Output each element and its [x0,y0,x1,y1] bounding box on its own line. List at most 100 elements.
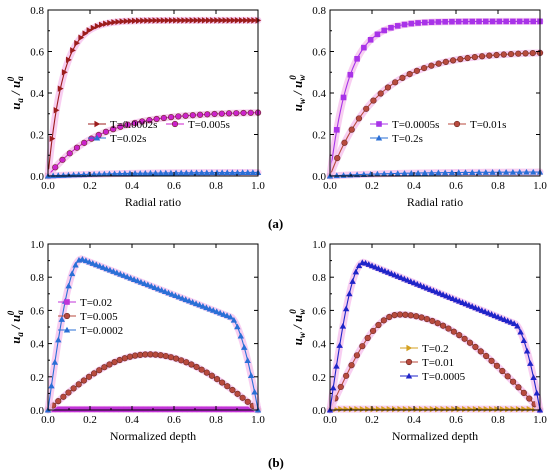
data-point [435,19,442,25]
data-point [526,395,533,402]
data-point [131,17,138,25]
data-point [469,169,476,175]
y-tick-label: 0.8 [312,272,326,284]
data-point [142,406,149,413]
data-point [483,352,490,360]
data-point [445,325,452,332]
data-point [462,169,469,176]
data-point [103,265,110,272]
data-point [355,262,363,269]
legend-item: T=0.02 [58,297,112,309]
data-point [377,90,384,97]
data-point [441,169,449,176]
x-axis-label: Normalized depth [392,429,478,443]
data-point [126,353,134,360]
data-point [241,344,248,350]
chart-b-left: 0.0 0.2 0.4 0.6 0.8 1.0 0.0 0.2 0.4 0.6 0.8 1.0 Norm… [6,239,265,443]
data-point [240,109,247,117]
data-point [407,312,414,319]
data-point [152,17,159,24]
legend-marker [64,299,70,305]
data-point [352,268,360,275]
data-point [193,363,200,371]
data-point [147,169,154,176]
data-point [509,168,517,175]
x-tick-label: 0.2 [365,414,379,426]
data-point [234,323,241,330]
data-point [78,34,85,41]
data-point [218,169,226,176]
data-point [380,317,387,324]
data-point [237,332,244,339]
data-point [520,389,527,396]
series-halo [44,16,262,180]
data-point [225,406,232,413]
data-point [521,405,528,413]
data-point [54,406,61,413]
data-point [119,18,126,25]
data-point [136,170,144,176]
data-point [239,169,246,176]
data-point [79,256,86,262]
data-point [199,303,207,309]
data-point [462,405,468,413]
legend-item: T=0.0005 [400,371,466,383]
data-point [515,384,522,391]
data-point [337,383,344,391]
data-point [523,18,530,25]
legend-item: T=0.2 [400,343,449,355]
data-point [499,367,506,375]
data-point [168,17,175,24]
data-point [213,375,221,383]
data-point [424,405,431,413]
data-point [249,169,257,176]
data-point [137,406,144,413]
data-point [394,170,401,176]
data-point [353,352,361,359]
data-point [435,405,441,413]
data-point [234,390,241,397]
data-point [94,22,101,30]
data-point [365,405,371,413]
data-point [367,37,374,43]
data-point [247,372,255,378]
data-point [418,314,425,321]
data-point [464,54,471,62]
data-point [471,53,478,61]
x-tick-label: 0.2 [83,414,97,426]
data-point [137,278,145,285]
series-halo [326,258,544,414]
data-point [397,405,404,413]
data-point [457,56,464,63]
data-point [333,172,340,179]
data-point [121,170,129,177]
data-point [90,24,97,32]
data-point [509,378,517,385]
data-point [201,17,208,24]
data-point [392,79,399,86]
data-point [157,169,164,176]
data-point [85,373,93,380]
data-point [106,361,113,368]
x-axis-label: Radial ratio [125,195,181,209]
data-point [496,18,503,25]
y-tick-label: 0.4 [30,88,44,100]
data-point [244,357,251,364]
data-point [127,17,134,25]
legend-marker [171,120,179,128]
series-3 [326,258,544,414]
data-point [72,261,79,268]
data-point [482,169,490,175]
data-point [115,18,122,26]
x-tick-label: 0.6 [449,180,463,192]
data-point [493,51,500,59]
data-point [363,105,370,112]
data-point [339,322,347,329]
x-tick-label: 0.6 [167,180,181,192]
y-tick-label: 0.0 [30,171,44,183]
data-point [341,139,348,146]
data-point [530,374,537,380]
data-point [392,405,398,413]
data-point [218,17,225,24]
data-point [175,293,183,300]
